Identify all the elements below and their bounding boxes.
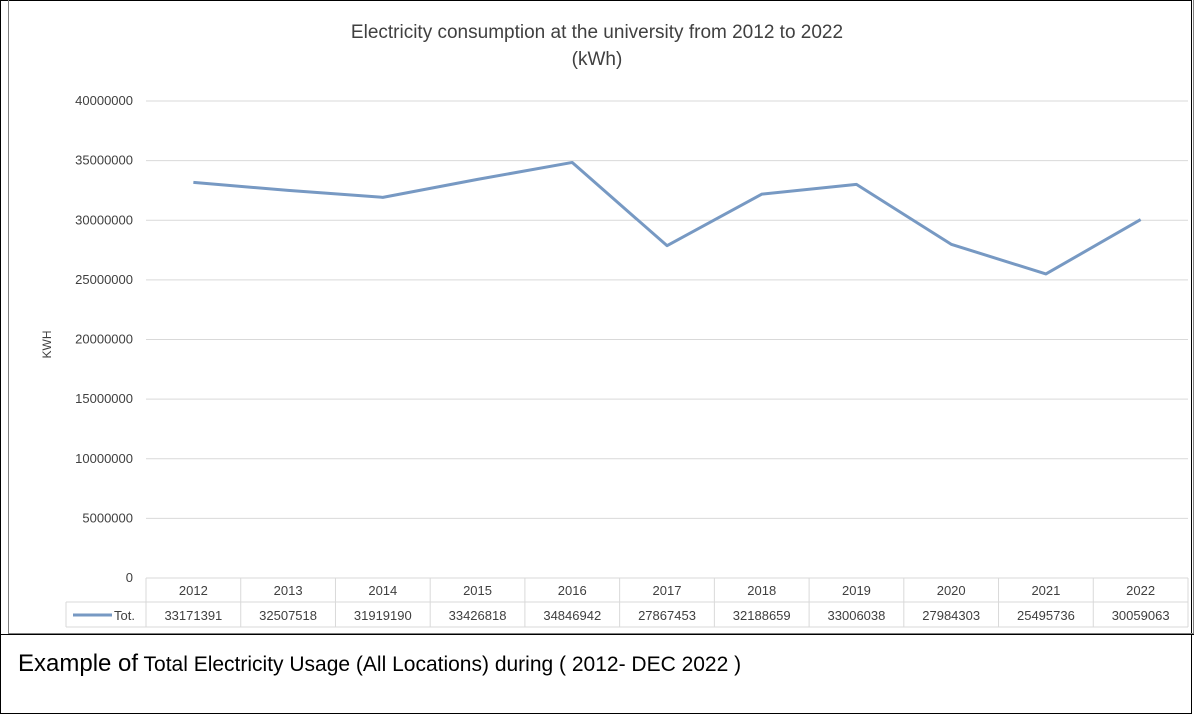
y-tick-label: 5000000 <box>82 510 133 525</box>
y-tick-label: 20000000 <box>75 332 133 347</box>
line-chart: 0 5000000 10000000 15000000 20000000 25000000… <box>40 93 1189 628</box>
caption-text: Total Electricity Usage (All Locations) … <box>138 653 742 676</box>
data-table-value: 33426818 <box>449 608 507 623</box>
y-tick-label: 35000000 <box>75 153 133 168</box>
data-table-value: 34846942 <box>543 608 601 623</box>
x-tick-label: 2018 <box>747 583 776 598</box>
series-line <box>193 160 1142 276</box>
x-tick-label: 2015 <box>463 583 492 598</box>
data-table-value: 32507518 <box>259 608 317 623</box>
data-table-value: 30059063 <box>1112 608 1170 623</box>
data-table-value: 33006038 <box>828 608 886 623</box>
x-tick-label: 2012 <box>179 583 208 598</box>
x-tick-label: 2019 <box>842 583 871 598</box>
chart-title: Electricity consumption at the universit… <box>350 22 844 43</box>
data-table-value: 31919190 <box>354 608 412 623</box>
x-tick-label: 2013 <box>274 583 303 598</box>
data-table-value: 32188659 <box>733 608 791 623</box>
x-tick-label: 2020 <box>937 583 966 598</box>
x-tick-label: 2016 <box>558 583 587 598</box>
data-table-value: 27984303 <box>922 608 980 623</box>
caption-lead: Example of <box>18 650 139 677</box>
y-tick-label: 30000000 <box>75 212 133 227</box>
x-tick-label: 2017 <box>653 583 682 598</box>
y-tick-label: 15000000 <box>75 391 133 406</box>
y-tick-label: 40000000 <box>75 93 133 108</box>
x-tick-label: 2022 <box>1126 583 1155 598</box>
y-tick-label: 25000000 <box>75 272 133 287</box>
y-axis-label: KWH <box>40 331 54 359</box>
figure-caption: Example of Total Electricity Usage (All … <box>18 650 741 678</box>
x-tick-label: 2014 <box>368 583 397 598</box>
caption-divider <box>0 634 1194 635</box>
data-table-value: 27867453 <box>638 608 696 623</box>
data-table-value: 33171391 <box>164 608 222 623</box>
y-tick-label: 10000000 <box>75 451 133 466</box>
y-tick-label: 0 <box>126 570 133 585</box>
data-table-value: 25495736 <box>1017 608 1075 623</box>
legend-label: Tot. <box>114 608 135 623</box>
chart-subtitle: (kWh) <box>571 49 623 70</box>
x-tick-label: 2021 <box>1031 583 1060 598</box>
